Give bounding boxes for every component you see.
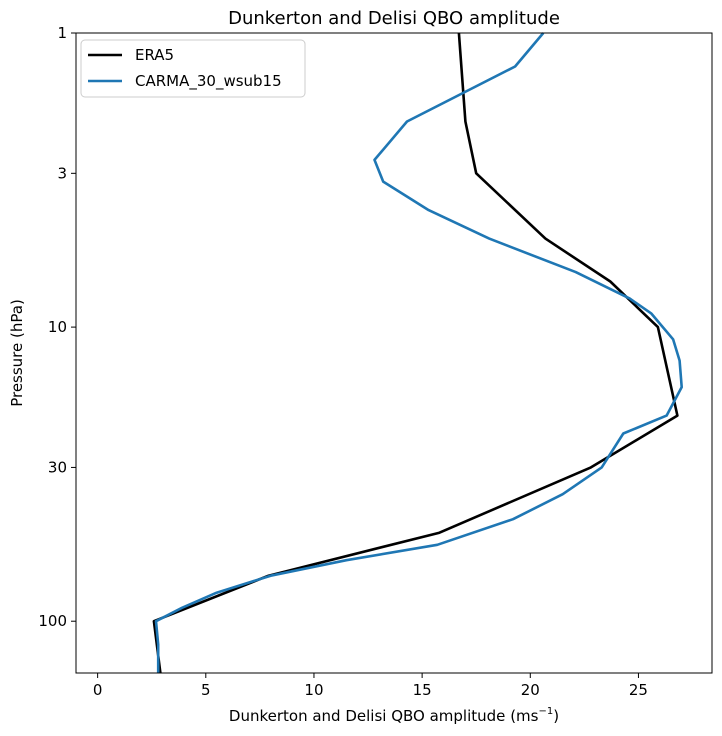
plot-frame [75, 32, 713, 674]
y-tick-label: 1 [57, 24, 67, 42]
legend-label-carma: CARMA_30_wsub15 [135, 72, 282, 91]
x-tick-label: 5 [201, 681, 211, 699]
y-axis-ticks: 1 3 10 30 100 [38, 24, 76, 630]
legend: ERA5 CARMA_30_wsub15 [80, 39, 306, 98]
x-axis-ticks: 0 5 10 15 20 25 [93, 673, 648, 699]
legend-label-era5: ERA5 [135, 46, 174, 64]
chart-title: Dunkerton and Delisi QBO amplitude [228, 8, 560, 29]
y-tick-label: 10 [48, 318, 67, 336]
legend-box [80, 39, 306, 98]
plot-area [76, 33, 712, 673]
series-line-1 [154, 32, 684, 673]
y-axis-label: Pressure (hPa) [8, 299, 26, 407]
x-axis-unit-exponent: −1 [538, 706, 553, 717]
x-tick-label: 0 [93, 681, 103, 699]
x-tick-label: 15 [413, 681, 432, 699]
x-tick-label: 10 [304, 681, 323, 699]
x-axis-label: Dunkerton and Delisi QBO amplitude (ms−1… [229, 706, 559, 725]
y-tick-label: 30 [48, 458, 67, 476]
y-tick-label: 3 [57, 164, 67, 182]
x-tick-label: 20 [521, 681, 540, 699]
series-layer [152, 32, 684, 674]
x-tick-label: 25 [629, 681, 648, 699]
y-tick-label: 100 [38, 612, 67, 630]
